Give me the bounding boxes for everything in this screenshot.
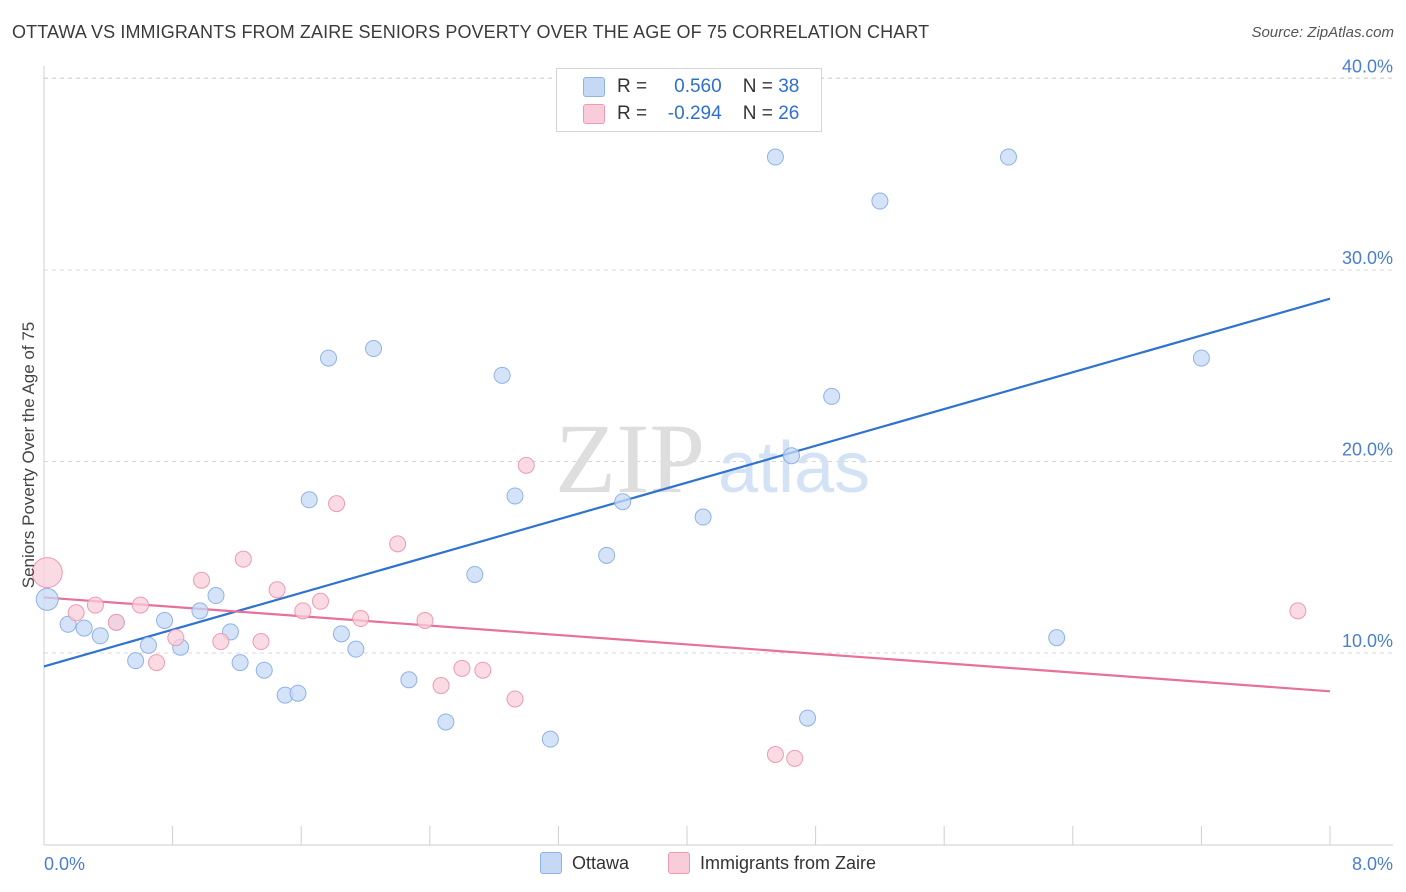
- point-zaire: [389, 535, 407, 553]
- point-zaire: [193, 571, 211, 589]
- point-zaire: [252, 633, 270, 651]
- y-tick-label: 10.0%: [1342, 631, 1393, 651]
- legend-r-label: R =: [617, 103, 648, 124]
- legend-label-ottawa: Ottawa: [572, 852, 630, 873]
- legend-swatch-zaire: [583, 104, 605, 124]
- x-tick-label-min: 0.0%: [44, 854, 85, 874]
- point-ottawa: [255, 661, 273, 679]
- point-zaire: [212, 633, 230, 651]
- legend-n-label: N =: [742, 76, 773, 97]
- legend-item-zaire: Immigrants from Zaire: [668, 852, 876, 874]
- point-zaire: [107, 613, 125, 631]
- point-ottawa: [1000, 148, 1017, 166]
- y-tick-label: 20.0%: [1342, 440, 1393, 460]
- source-label: Source: ZipAtlas.com: [1251, 24, 1394, 41]
- point-zaire: [86, 596, 104, 614]
- legend-r-label: R =: [617, 76, 648, 97]
- point-ottawa: [799, 709, 817, 727]
- legend-label-zaire: Immigrants from Zaire: [700, 852, 877, 873]
- point-ottawa: [694, 508, 712, 526]
- point-ottawa: [598, 546, 616, 564]
- point-zaire: [474, 661, 492, 679]
- point-ottawa: [614, 493, 632, 511]
- legend-swatch-ottawa: [583, 77, 605, 97]
- point-ottawa: [300, 491, 318, 509]
- y-axis-label: Seniors Poverty Over the Age of 75: [19, 322, 38, 588]
- point-zaire: [1289, 602, 1307, 620]
- legend-r-value: -0.294: [667, 103, 722, 124]
- legend-swatch-ottawa: [540, 852, 562, 874]
- y-tick-label: 30.0%: [1342, 248, 1393, 268]
- x-tick-label-max: 8.0%: [1352, 854, 1393, 874]
- legend-row-ottawa: R = 0.560 N = 38: [583, 75, 799, 99]
- point-ottawa: [75, 619, 93, 637]
- point-ottawa: [466, 565, 484, 583]
- point-zaire: [328, 495, 346, 513]
- point-ottawa: [91, 627, 109, 645]
- point-zaire: [148, 654, 166, 672]
- chart-title: OTTAWA VS IMMIGRANTS FROM ZAIRE SENIORS …: [12, 22, 930, 42]
- point-zaire: [31, 557, 63, 589]
- point-ottawa: [437, 713, 455, 731]
- trendline-zaire: [43, 596, 1331, 693]
- watermark: ZIP atlas: [555, 403, 870, 514]
- point-ottawa: [493, 366, 511, 384]
- point-ottawa: [506, 487, 524, 505]
- point-ottawa: [139, 636, 157, 654]
- series-legend: Ottawa Immigrants from Zaire: [0, 852, 1406, 878]
- point-ottawa: [541, 730, 559, 748]
- point-zaire: [311, 592, 329, 610]
- point-zaire: [453, 659, 471, 677]
- point-zaire: [517, 456, 535, 474]
- point-ottawa: [766, 148, 784, 166]
- point-zaire: [234, 550, 252, 568]
- watermark-atlas: atlas: [718, 428, 870, 508]
- legend-n-value: 26: [778, 103, 800, 124]
- point-ottawa: [289, 684, 307, 702]
- point-ottawa: [823, 387, 841, 405]
- point-zaire: [167, 629, 185, 647]
- point-zaire: [506, 690, 524, 708]
- point-ottawa: [207, 587, 225, 605]
- correlation-legend: R = 0.560 N = 38 R = -0.294 N = 26: [556, 68, 822, 132]
- point-ottawa: [782, 447, 800, 465]
- point-ottawa: [127, 652, 145, 670]
- point-zaire: [131, 596, 149, 614]
- point-ottawa: [35, 587, 59, 611]
- point-zaire: [432, 677, 450, 695]
- point-ottawa: [365, 340, 383, 358]
- point-ottawa: [156, 611, 174, 629]
- point-zaire: [294, 602, 312, 620]
- data-points: [31, 148, 1307, 767]
- point-ottawa: [59, 615, 77, 633]
- point-ottawa: [1192, 349, 1210, 367]
- point-ottawa: [231, 654, 249, 672]
- y-tick-labels: 10.0% 20.0% 30.0% 40.0%: [1342, 57, 1393, 652]
- legend-swatch-zaire: [668, 852, 690, 874]
- axes: [43, 66, 1393, 846]
- point-zaire: [352, 610, 370, 628]
- point-zaire: [786, 749, 804, 767]
- point-zaire: [67, 604, 85, 622]
- point-zaire: [416, 611, 434, 629]
- point-ottawa: [871, 192, 889, 210]
- point-ottawa: [1048, 629, 1066, 647]
- point-zaire: [766, 745, 784, 763]
- legend-row-zaire: R = -0.294 N = 26: [583, 102, 799, 126]
- point-ottawa: [347, 640, 365, 658]
- point-ottawa: [191, 602, 209, 620]
- point-ottawa: [320, 349, 338, 367]
- point-ottawa: [400, 671, 418, 689]
- legend-n-label: N =: [742, 103, 773, 124]
- legend-item-ottawa: Ottawa: [540, 852, 629, 874]
- trendline-ottawa: [43, 297, 1331, 668]
- y-tick-label: 40.0%: [1342, 57, 1393, 77]
- legend-n-value: 38: [778, 76, 800, 97]
- point-ottawa: [332, 625, 350, 643]
- watermark-zip: ZIP: [555, 403, 705, 514]
- point-zaire: [268, 581, 286, 599]
- legend-r-value: 0.560: [674, 76, 722, 97]
- trendlines: [43, 297, 1331, 693]
